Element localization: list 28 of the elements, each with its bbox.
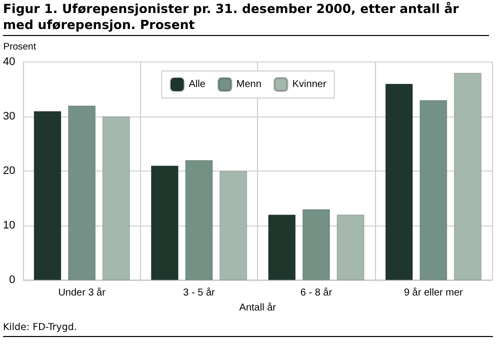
bar [150,166,178,280]
y-axis-title: Prosent [3,42,36,52]
x-axis-title: Antall år [239,302,277,314]
bar [302,209,330,280]
bar [220,171,248,280]
bar [34,111,62,280]
x-tick-label: 9 år eller mer [404,286,464,299]
bar [385,84,413,280]
y-tick-label: 40 [2,56,16,68]
bar [68,106,96,280]
bar [420,100,448,280]
legend-label: Menn [236,79,262,90]
bar [336,214,364,280]
legend-label: Kvinner [292,79,327,90]
text: Kilde: FD-Trygd. [3,322,493,337]
bar [102,116,130,280]
bar [454,72,482,280]
bar [268,214,296,280]
bar [185,160,213,280]
y-tick-label: 10 [2,220,16,232]
y-tick-label: 0 [9,274,16,286]
y-tick-label: 30 [2,110,16,123]
x-tick-label: 6 - 8 år [300,286,333,299]
x-tick-label: 3 - 5 år [183,286,216,299]
chart-title: Figur 1. Uførepensjonister pr. 31. desember 2000, etter antall år med uførepensjon. Prosent [3,1,489,36]
y-tick-label: 20 [2,165,16,178]
x-tick-label: Under 3 år [58,286,106,299]
legend-label: Alle [188,79,206,90]
